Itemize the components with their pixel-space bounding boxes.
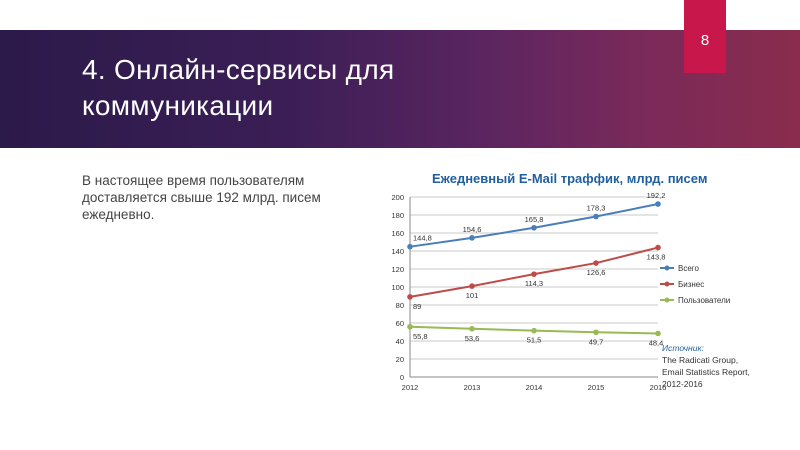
- legend-marker: [664, 297, 670, 303]
- data-point: [593, 329, 599, 336]
- data-point: [655, 244, 661, 251]
- legend-marker: [664, 281, 670, 287]
- y-tick-label: 40: [396, 337, 404, 346]
- x-tick-label: 2014: [526, 383, 543, 392]
- slide-title-line-2: коммуникации: [82, 90, 274, 121]
- y-tick-label: 160: [391, 229, 404, 238]
- body-line-1: В настоящее время пользователям: [82, 173, 305, 188]
- data-label: 89: [413, 302, 421, 311]
- source-line-3: 2012-2016: [662, 379, 703, 389]
- slide-number: 8: [700, 32, 710, 49]
- legend-marker: [664, 265, 670, 271]
- data-label: 165,8: [525, 215, 544, 224]
- data-point: [531, 224, 537, 231]
- data-label: 51,5: [527, 336, 542, 345]
- data-label: 126,6: [587, 268, 606, 277]
- y-tick-label: 60: [396, 319, 404, 328]
- data-point: [469, 235, 475, 241]
- data-label: 178,3: [587, 204, 606, 213]
- chart-title: Ежедневный E-Mail траффик, млрд. писем: [432, 171, 708, 186]
- data-point: [407, 243, 413, 250]
- x-tick-label: 2016: [650, 383, 667, 392]
- data-label: 144,8: [413, 234, 432, 243]
- data-label: 114,3: [525, 279, 543, 288]
- body-line-2: доставляется свыше 192 млрд. писем: [82, 190, 321, 205]
- body-line-3: ежедневно.: [82, 207, 155, 222]
- y-tick-label: 0: [400, 373, 404, 382]
- data-point: [655, 201, 661, 207]
- x-tick-label: 2013: [464, 383, 481, 392]
- x-tick-label: 2012: [402, 383, 419, 392]
- source-heading: Источник:: [662, 343, 704, 353]
- data-point: [407, 323, 413, 330]
- data-label: 48,4: [649, 338, 664, 347]
- legend-label: Бизнес: [678, 280, 704, 289]
- chart-source: Источник: The Radicati Group, Email Stat…: [662, 342, 792, 390]
- y-tick-label: 80: [396, 301, 404, 310]
- data-point: [593, 213, 599, 220]
- y-tick-label: 120: [391, 265, 404, 274]
- data-point: [469, 283, 475, 289]
- source-line-2: Email Statistics Report,: [662, 367, 750, 377]
- data-label: 49,7: [589, 337, 604, 346]
- data-point: [655, 330, 661, 337]
- email-traffic-chart: 0 20 40 60 80 100 120 140 160 180 200 2012 2013 2014 2…: [391, 191, 730, 392]
- data-label: 101: [466, 291, 479, 300]
- title-banner: [0, 30, 800, 148]
- y-tick-label: 180: [391, 211, 404, 220]
- y-tick-label: 140: [391, 247, 404, 256]
- data-label: 53,6: [465, 334, 480, 343]
- x-tick-label: 2015: [588, 383, 605, 392]
- legend-label: Пользователи: [678, 296, 730, 305]
- slide-title: 4. Онлайн-сервисы для коммуникации: [82, 52, 602, 124]
- data-point: [593, 260, 599, 266]
- data-label: 143,8: [647, 253, 666, 262]
- slide-title-line-1: 4. Онлайн-сервисы для: [82, 54, 395, 85]
- legend-label: Всего: [678, 264, 700, 273]
- data-point: [407, 294, 413, 300]
- source-line-1: The Radicati Group,: [662, 355, 739, 365]
- y-tick-label: 200: [391, 193, 404, 202]
- y-tick-label: 20: [396, 355, 404, 364]
- data-point: [469, 325, 475, 332]
- data-label: 154,6: [463, 225, 482, 234]
- body-text: В настоящее время пользователям доставля…: [82, 172, 377, 223]
- data-label: 192,2: [647, 191, 666, 200]
- slide-number-badge: 8: [684, 0, 726, 73]
- data-point: [531, 327, 537, 334]
- data-point: [531, 271, 537, 277]
- y-tick-label: 100: [391, 283, 404, 292]
- data-label: 55,8: [413, 332, 428, 341]
